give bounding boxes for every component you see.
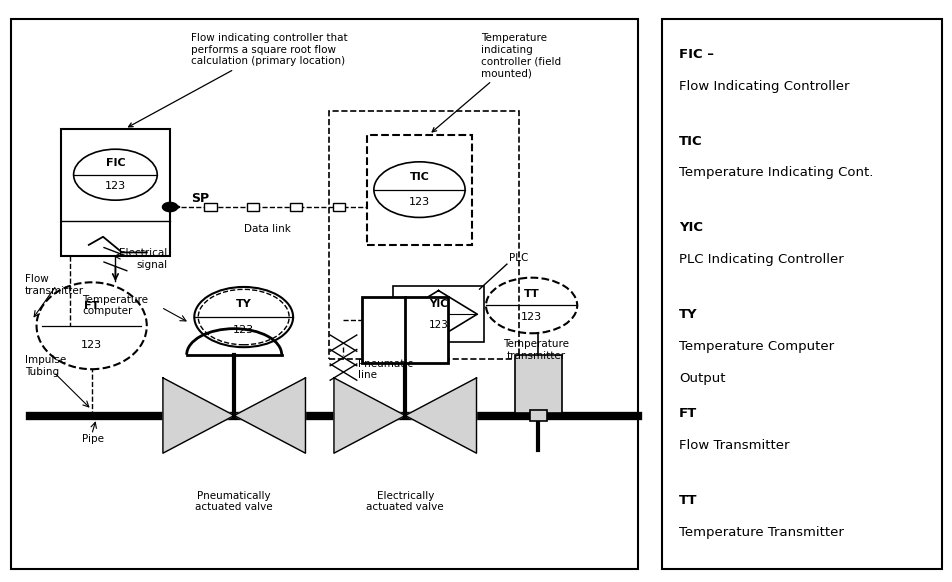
Text: Pneumatically
actuated valve: Pneumatically actuated valve xyxy=(195,491,272,512)
Bar xyxy=(10,19,638,569)
Text: Electrically
actuated valve: Electrically actuated valve xyxy=(366,491,444,512)
Bar xyxy=(328,111,519,359)
Text: Temperature
indicating
controller (field
mounted): Temperature indicating controller (field… xyxy=(431,33,561,132)
Text: 123: 123 xyxy=(428,320,448,330)
Text: Pipe: Pipe xyxy=(82,434,104,443)
Text: 123: 123 xyxy=(233,325,254,335)
Bar xyxy=(529,410,546,421)
Text: Temperature
computer: Temperature computer xyxy=(82,294,148,316)
Bar xyxy=(332,203,345,211)
Text: YIC: YIC xyxy=(428,299,447,308)
Bar xyxy=(362,297,447,363)
Bar xyxy=(61,129,169,256)
Text: Temperature Computer: Temperature Computer xyxy=(678,340,833,353)
Bar xyxy=(204,203,216,211)
Text: TIC: TIC xyxy=(409,172,429,182)
Bar xyxy=(514,354,562,413)
Text: Flow indicating controller that
performs a square root flow
calculation (primary: Flow indicating controller that performs… xyxy=(129,33,347,127)
Text: Temperature
transmitter: Temperature transmitter xyxy=(503,339,568,361)
Text: FIC: FIC xyxy=(106,158,125,168)
Bar xyxy=(392,286,484,342)
Text: TY: TY xyxy=(678,308,697,321)
Text: Pneumatic
line: Pneumatic line xyxy=(357,359,412,381)
Text: 123: 123 xyxy=(81,340,102,350)
Polygon shape xyxy=(234,378,306,453)
Text: TY: TY xyxy=(235,299,251,310)
Text: Flow Transmitter: Flow Transmitter xyxy=(678,439,788,452)
Text: TT: TT xyxy=(524,289,539,299)
Bar xyxy=(661,19,942,569)
Bar xyxy=(247,203,259,211)
Polygon shape xyxy=(163,378,234,453)
Text: Temperature Indicating Cont.: Temperature Indicating Cont. xyxy=(678,166,872,179)
Text: TT: TT xyxy=(678,494,697,507)
Text: TIC: TIC xyxy=(678,134,702,148)
Bar xyxy=(367,134,471,244)
Text: SP: SP xyxy=(190,192,208,205)
Text: PLC Indicating Controller: PLC Indicating Controller xyxy=(678,253,843,267)
Text: PLC: PLC xyxy=(508,253,528,262)
Text: Flow
transmitter: Flow transmitter xyxy=(25,274,84,296)
Text: Temperature Transmitter: Temperature Transmitter xyxy=(678,526,843,538)
Text: FT: FT xyxy=(84,301,99,311)
Polygon shape xyxy=(405,378,476,453)
Bar xyxy=(289,203,302,211)
Text: FIC –: FIC – xyxy=(678,48,713,61)
Polygon shape xyxy=(333,378,405,453)
Text: Electrical
signal: Electrical signal xyxy=(119,249,168,270)
Circle shape xyxy=(162,203,177,212)
Text: 123: 123 xyxy=(105,181,126,191)
Text: FT: FT xyxy=(678,407,697,420)
Text: Flow Indicating Controller: Flow Indicating Controller xyxy=(678,80,848,93)
Text: Data link: Data link xyxy=(244,224,290,234)
Text: Output: Output xyxy=(678,372,724,385)
Text: 123: 123 xyxy=(521,312,542,322)
Text: Impulse
Tubing: Impulse Tubing xyxy=(25,356,67,377)
Text: YIC: YIC xyxy=(678,222,703,235)
Text: 123: 123 xyxy=(408,197,429,207)
